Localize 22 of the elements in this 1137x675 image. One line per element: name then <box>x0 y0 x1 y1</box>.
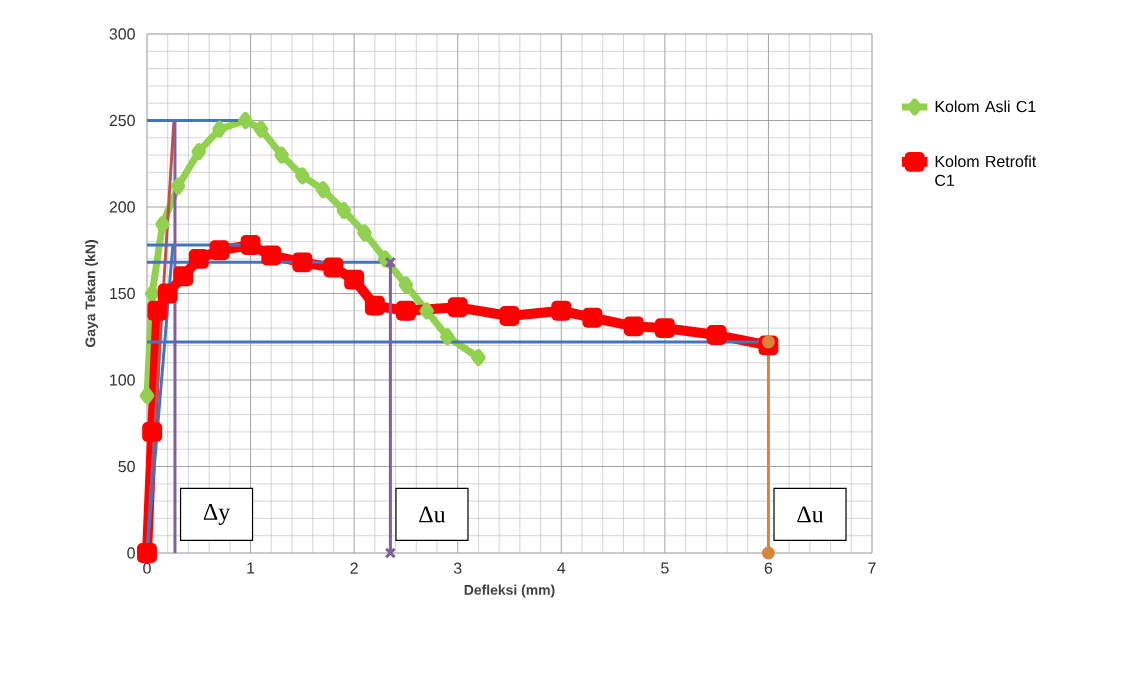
x-tick-label: 4 <box>557 562 566 574</box>
y-tick-label: 0 <box>127 547 135 559</box>
x-tick-label: 6 <box>764 562 773 574</box>
annotation: Δy <box>203 503 231 525</box>
x-tick-label: 2 <box>350 562 358 574</box>
x-tick-label: 5 <box>661 562 669 574</box>
annotation: Δu <box>419 506 446 523</box>
x-tick-label: 7 <box>868 562 876 574</box>
y-tick-label: 100 <box>110 374 135 386</box>
legend-label: Kolom Retrofit C1 <box>935 155 1037 186</box>
y-tick-label: 250 <box>109 114 135 127</box>
legend-label: Kolom Asli C1 <box>935 100 1036 113</box>
y-tick-label: 300 <box>109 28 135 40</box>
y-tick-label: 200 <box>109 201 135 213</box>
x-tick-label: 1 <box>247 562 255 574</box>
x-tick-label: 0 <box>143 562 151 574</box>
y-tick-label: 50 <box>118 460 135 473</box>
y-tick-label: 150 <box>110 287 135 300</box>
x-axis-title: Defleksi (mm) <box>464 584 555 598</box>
annotation: Δu <box>797 506 824 523</box>
x-tick-label: 3 <box>453 562 462 574</box>
y-axis-title: Gaya Tekan (kN) <box>85 240 99 348</box>
